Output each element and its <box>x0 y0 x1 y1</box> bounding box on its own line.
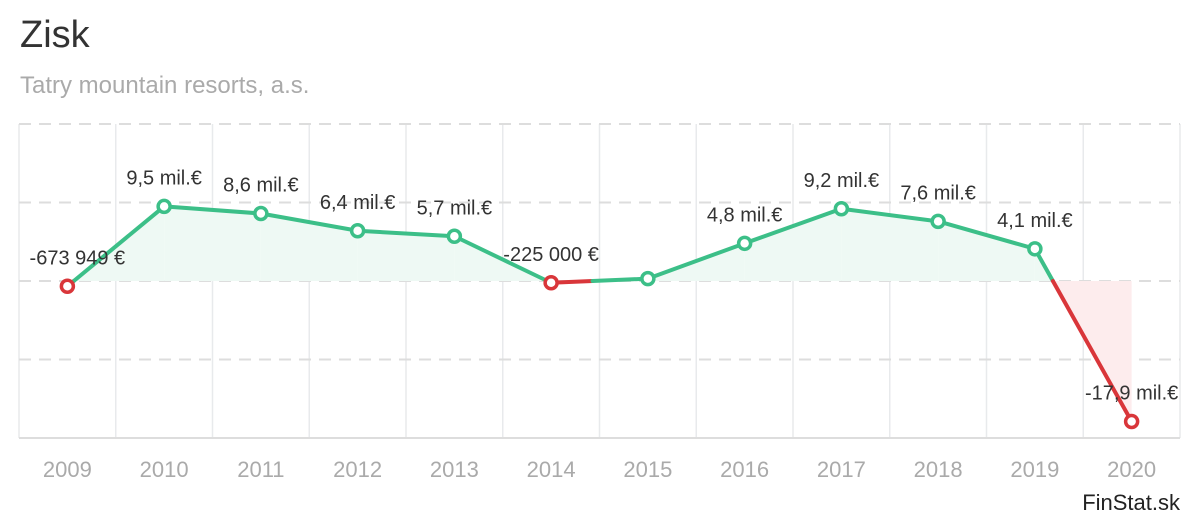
data-label: -17,9 mil.€ <box>1085 383 1178 405</box>
data-label: 5,7 mil.€ <box>417 197 493 219</box>
data-point <box>930 213 946 230</box>
series-line <box>258 211 360 233</box>
data-point <box>59 278 76 295</box>
data-label: -225 000 € <box>503 244 599 266</box>
series-line <box>645 241 747 281</box>
data-label: 6,4 mil.€ <box>320 192 396 214</box>
data-point <box>833 201 850 217</box>
series-line <box>936 219 1037 251</box>
data-point <box>736 235 753 252</box>
data-label: 7,6 mil.€ <box>900 182 976 204</box>
series-line <box>71 204 167 283</box>
data-point <box>1123 413 1140 430</box>
finstat-brand-link[interactable]: FinStat.sk <box>1082 490 1180 515</box>
x-tick-label: 2009 <box>43 457 92 482</box>
data-label: -673 949 € <box>30 247 126 269</box>
x-tick-label: 2010 <box>140 457 189 482</box>
series-line <box>1050 279 1134 424</box>
series-line <box>590 276 650 283</box>
area-fill <box>357 230 455 281</box>
chart-subtitle: Tatry mountain resorts, a.s. <box>20 72 310 99</box>
chart-title: Zisk <box>20 14 90 56</box>
data-label: 4,8 mil.€ <box>707 204 783 226</box>
area-fill <box>164 206 261 281</box>
area-fill <box>744 208 842 281</box>
data-point <box>543 275 559 291</box>
data-point <box>156 198 172 215</box>
data-point <box>253 205 269 222</box>
x-tick-label: 2019 <box>1010 457 1059 482</box>
data-label: 4,1 mil.€ <box>997 210 1073 232</box>
x-tick-label: 2012 <box>333 457 382 482</box>
data-label: 9,2 mil.€ <box>804 170 880 192</box>
x-tick-label: 2011 <box>237 457 284 482</box>
x-tick-label: 2018 <box>914 457 963 482</box>
x-tick-label: 2016 <box>720 457 769 482</box>
x-tick-label: 2017 <box>817 457 866 482</box>
data-point <box>349 223 366 239</box>
data-point <box>446 228 463 245</box>
series-line <box>742 206 844 246</box>
area-fill <box>260 213 358 281</box>
data-point <box>640 270 656 287</box>
series-line <box>162 204 263 216</box>
x-tick-label: 2015 <box>623 457 672 482</box>
area-fill <box>841 208 939 281</box>
area-fill <box>938 221 1035 281</box>
x-tick-label: 2013 <box>430 457 479 482</box>
series-line <box>355 228 457 239</box>
series-line <box>452 234 550 283</box>
x-tick-label: 2014 <box>527 457 576 482</box>
data-point <box>1027 241 1043 257</box>
x-tick-label: 2020 <box>1107 457 1156 482</box>
data-label: 9,5 mil.€ <box>126 167 202 189</box>
data-label: 8,6 mil.€ <box>223 174 299 196</box>
series-line <box>839 206 941 224</box>
